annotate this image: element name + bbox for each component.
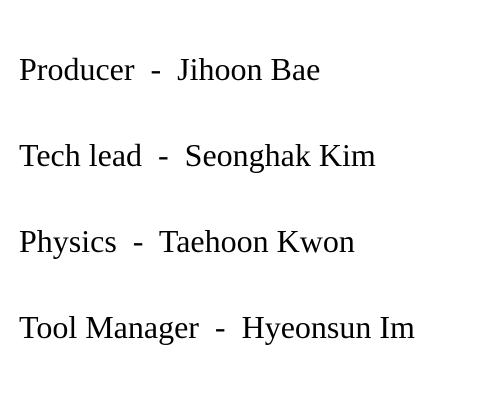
- credit-separator: -: [198, 309, 242, 345]
- credit-line-producer: Producer - Jihoon Bae: [19, 48, 415, 91]
- credit-name: Seonghak Kim: [184, 137, 376, 173]
- credit-name: Taehoon Kwon: [158, 223, 355, 259]
- credit-line-tool-manager: Tool Manager - Hyeonsun Im: [19, 306, 415, 349]
- credit-role: Physics: [19, 223, 117, 259]
- credits-list: Producer - Jihoon Bae Tech lead - Seongh…: [19, 48, 415, 349]
- credit-role: Tool Manager: [19, 309, 199, 345]
- credit-separator: -: [142, 137, 185, 173]
- credit-line-physics: Physics - Taehoon Kwon: [19, 220, 415, 263]
- credit-separator: -: [116, 223, 159, 259]
- credit-line-tech-lead: Tech lead - Seonghak Kim: [19, 134, 415, 177]
- credit-separator: -: [134, 51, 178, 87]
- credit-role: Tech lead: [19, 137, 143, 173]
- credit-role: Producer: [19, 51, 135, 87]
- credit-name: Hyeonsun Im: [241, 309, 415, 345]
- credit-name: Jihoon Bae: [177, 51, 321, 87]
